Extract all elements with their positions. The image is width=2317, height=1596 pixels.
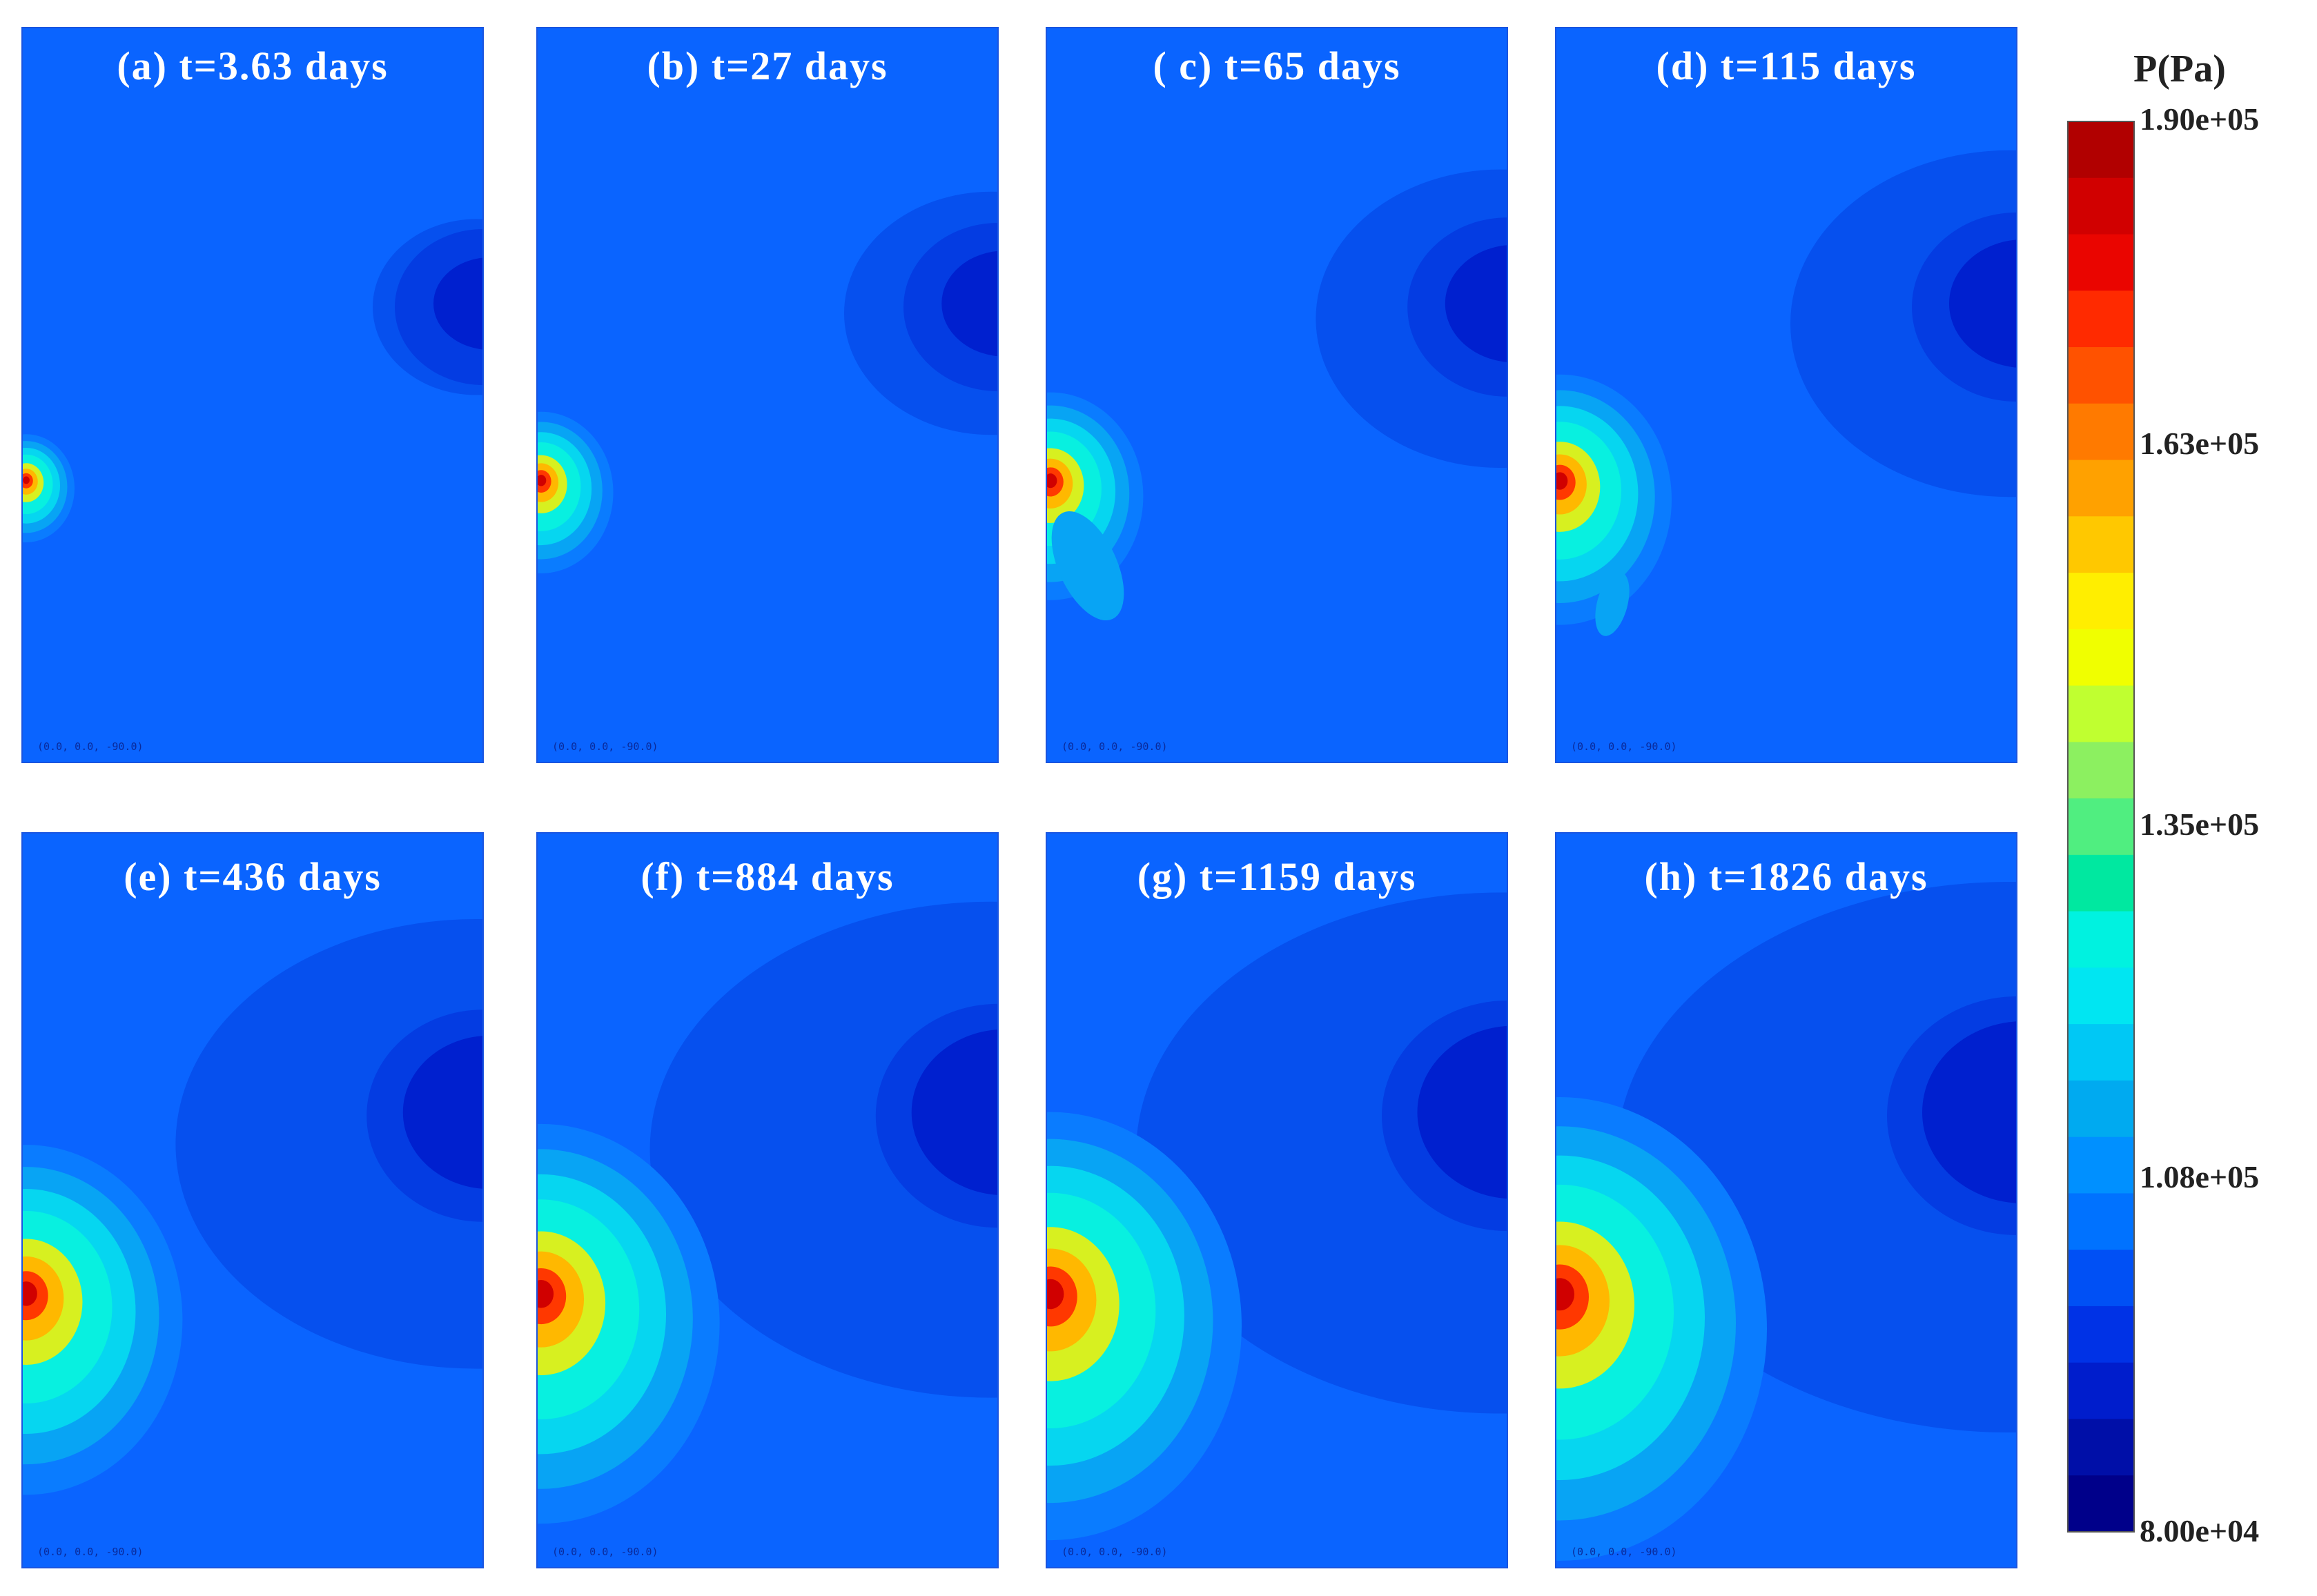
sink-zone-core xyxy=(1445,245,1507,362)
panel-f: (f) t=884 days (0.0, 0.0, -90.0) xyxy=(536,832,999,1568)
pressure-field xyxy=(537,833,998,1568)
source-zone-8 xyxy=(23,476,30,484)
field-background xyxy=(22,28,483,762)
panel-d: (d) t=115 days (0.0, 0.0, -90.0) xyxy=(1555,27,2017,763)
panel-title: (e) t=436 days xyxy=(124,854,382,899)
source-zone-8 xyxy=(1046,1279,1064,1310)
sink-zone-core xyxy=(911,1029,998,1195)
pressure-field xyxy=(1556,28,2017,762)
panel-title: (g) t=1159 days xyxy=(1137,854,1417,899)
sink-zone-outer xyxy=(649,901,998,1398)
colorbar-tick-label: 1.90e+05 xyxy=(2140,101,2259,137)
source-zone-8 xyxy=(1556,472,1568,490)
panel-coordinate-label: (0.0, 0.0, -90.0) xyxy=(1062,740,1168,753)
colorbar-segment xyxy=(2068,1193,2134,1250)
pressure-field xyxy=(1046,28,1507,762)
sink-zone-core xyxy=(1922,1021,2017,1203)
panel-a: (a) t=3.63 days (0.0, 0.0, -90.0) xyxy=(21,27,484,763)
source-zone-8 xyxy=(1046,473,1057,489)
pressure-field xyxy=(537,28,998,762)
pressure-field xyxy=(22,833,483,1568)
panel-title: (b) t=27 days xyxy=(647,43,888,88)
colorbar-segment xyxy=(2068,573,2134,630)
colorbar-border xyxy=(2067,121,2135,1533)
pressure-field xyxy=(22,28,483,762)
colorbar-segment xyxy=(2068,742,2134,799)
panel-title: (h) t=1826 days xyxy=(1644,854,1928,899)
colorbar-segment xyxy=(2068,177,2134,235)
colorbar-tick-label: 1.08e+05 xyxy=(2140,1159,2259,1194)
sink-zone-core xyxy=(1417,1025,1507,1199)
panel-border xyxy=(1046,832,1508,1568)
colorbar-segment xyxy=(2068,347,2134,404)
sink-zone-outer xyxy=(175,919,483,1369)
secondary-lobe xyxy=(1595,571,1630,636)
panel-border xyxy=(1555,832,2017,1568)
panel-border xyxy=(21,832,484,1568)
panel-coordinate-label: (0.0, 0.0, -90.0) xyxy=(37,740,144,753)
sink-zone-core xyxy=(941,250,998,357)
panel-b: (b) t=27 days (0.0, 0.0, -90.0) xyxy=(536,27,999,763)
colorbar-segment xyxy=(2068,967,2134,1025)
colorbar-tick-label: 1.35e+05 xyxy=(2140,807,2259,842)
panel-coordinate-label: (0.0, 0.0, -90.0) xyxy=(37,1546,144,1558)
source-zone-8 xyxy=(1556,1278,1574,1311)
colorbar-segment xyxy=(2068,290,2134,348)
colorbar-segment xyxy=(2068,234,2134,291)
colorbar-segment xyxy=(2068,685,2134,742)
panel-border xyxy=(536,832,999,1568)
colorbar-segment xyxy=(2068,854,2134,912)
colorbar-segment xyxy=(2068,798,2134,856)
colorbar-segment xyxy=(2068,911,2134,968)
panel-title: ( c) t=65 days xyxy=(1153,43,1400,88)
colorbar-segment xyxy=(2068,1080,2134,1138)
sink-zone-core xyxy=(433,257,483,350)
colorbar-tick-label: 8.00e+04 xyxy=(2140,1513,2259,1548)
source-zone-8 xyxy=(537,1279,554,1308)
colorbar-segment xyxy=(2068,460,2134,517)
panel-h: (h) t=1826 days (0.0, 0.0, -90.0) xyxy=(1555,832,2017,1568)
panel-border xyxy=(1555,27,2017,763)
colorbar-title: P(Pa) xyxy=(2133,48,2226,90)
colorbar-segment xyxy=(2068,1362,2134,1420)
panel-border xyxy=(21,27,484,763)
panel-c: ( c) t=65 days (0.0, 0.0, -90.0) xyxy=(1046,27,1508,763)
panel-coordinate-label: (0.0, 0.0, -90.0) xyxy=(1571,1546,1677,1558)
panels-group: (a) t=3.63 days(0.0, 0.0, -90.0)(b) t=27… xyxy=(21,27,2017,1568)
panel-e: (e) t=436 days (0.0, 0.0, -90.0) xyxy=(21,832,484,1568)
colorbar-segment xyxy=(2068,1024,2134,1081)
colorbar-segment xyxy=(2068,1250,2134,1307)
panel-title: (a) t=3.63 days xyxy=(117,43,388,88)
panel-coordinate-label: (0.0, 0.0, -90.0) xyxy=(552,1546,658,1558)
colorbar-segment xyxy=(2068,1419,2134,1476)
panel-coordinate-label: (0.0, 0.0, -90.0) xyxy=(1571,740,1677,753)
source-zone-8 xyxy=(537,475,547,486)
source-zone-8 xyxy=(22,1281,37,1306)
pressure-field xyxy=(1046,833,1507,1568)
sink-zone-core xyxy=(1949,239,2017,368)
colorbar: P(Pa) 1.90e+05 1.63e+05 1.35e+05 1.08e+05 8.0… xyxy=(2067,48,2259,1548)
panel-border xyxy=(536,27,999,763)
colorbar-segment xyxy=(2068,1475,2134,1533)
colorbar-tick-label: 1.63e+05 xyxy=(2140,426,2259,461)
panel-coordinate-label: (0.0, 0.0, -90.0) xyxy=(1062,1546,1168,1558)
panel-coordinate-label: (0.0, 0.0, -90.0) xyxy=(552,740,658,753)
colorbar-segment xyxy=(2068,121,2134,179)
pressure-field xyxy=(1556,833,2017,1568)
colorbar-segment xyxy=(2068,1306,2134,1363)
panel-border xyxy=(1046,27,1508,763)
panel-g: (g) t=1159 days (0.0, 0.0, -90.0) xyxy=(1046,832,1508,1568)
colorbar-segment xyxy=(2068,1136,2134,1194)
sink-zone-core xyxy=(402,1036,483,1189)
panel-title: (d) t=115 days xyxy=(1656,43,1917,88)
panel-title: (f) t=884 days xyxy=(641,854,894,899)
colorbar-segment xyxy=(2068,629,2134,687)
colorbar-segment xyxy=(2068,516,2134,573)
secondary-lobe xyxy=(1051,511,1124,621)
colorbar-segment xyxy=(2068,403,2134,461)
